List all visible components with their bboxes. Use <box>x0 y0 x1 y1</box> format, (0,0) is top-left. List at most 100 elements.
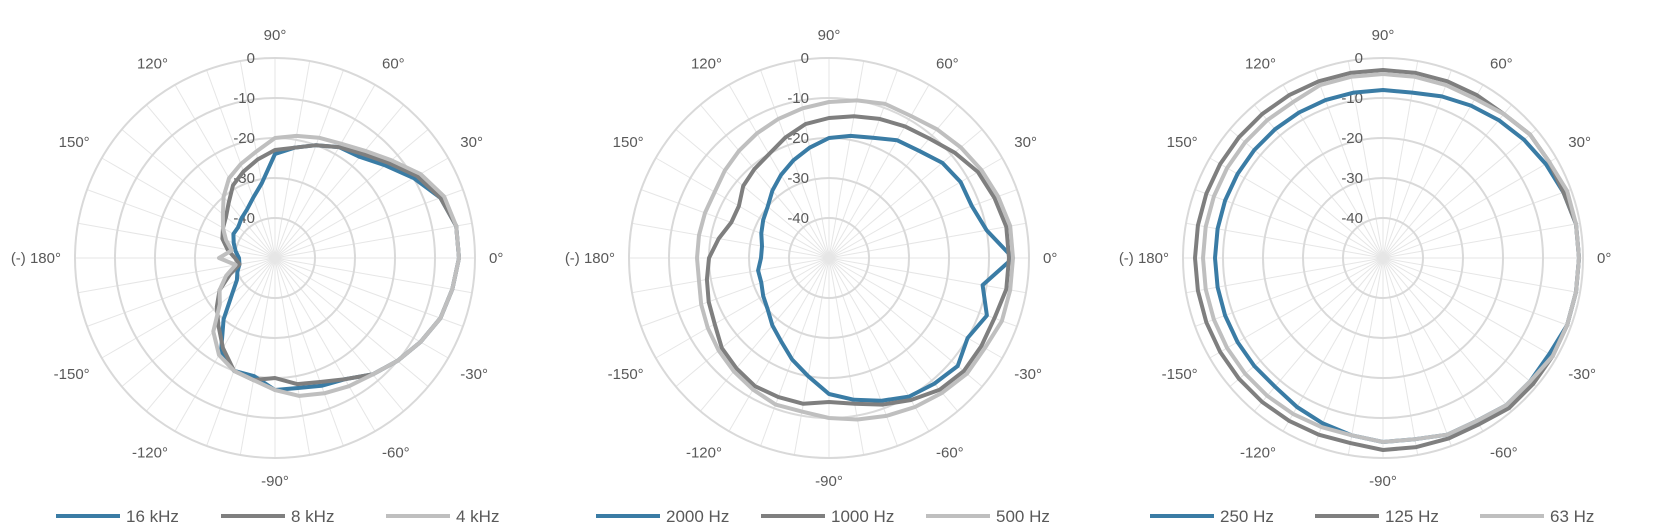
grid-spoke <box>828 257 1027 294</box>
grid-spoke <box>1382 257 1557 359</box>
legend-label: 8 kHz <box>291 507 334 526</box>
angle-label: 30° <box>1568 134 1591 151</box>
angle-label: 120° <box>1245 56 1276 73</box>
grid-spoke <box>121 129 276 259</box>
angle-label: (-) 180° <box>565 250 615 267</box>
grid-ring <box>1222 97 1544 419</box>
angle-label: 60° <box>382 56 405 73</box>
angle-label: 0° <box>1597 250 1611 267</box>
grid-spoke <box>828 257 865 456</box>
angle-label: 0° <box>1043 250 1057 267</box>
series-line-2 <box>704 114 1011 407</box>
series-line-3 <box>695 98 1015 422</box>
grid-spoke <box>640 257 830 327</box>
legend-label: 63 Hz <box>1550 507 1594 526</box>
angle-label: -90° <box>261 473 289 490</box>
ring-label: -20 <box>1341 130 1363 147</box>
angle-label: -30° <box>1014 366 1042 383</box>
legend: 250 Hz 125 Hz 63 Hz <box>1150 507 1594 526</box>
grid-spoke <box>274 257 464 327</box>
grid-spoke <box>700 257 830 412</box>
grid-spoke <box>77 222 276 259</box>
grid-spoke <box>1382 257 1452 447</box>
legend-label: 1000 Hz <box>831 507 894 526</box>
angle-label: 0° <box>489 250 503 267</box>
angle-label: -120° <box>132 444 168 461</box>
grid-spoke <box>174 257 276 432</box>
grid-ring <box>1302 177 1464 339</box>
angle-label: 120° <box>137 56 168 73</box>
series-line-1 <box>756 133 1015 403</box>
grid-spoke <box>828 257 930 432</box>
grid-spoke <box>1382 157 1557 259</box>
angle-label: 120° <box>691 56 722 73</box>
grid-spoke <box>1282 257 1384 432</box>
grid-spoke <box>760 69 830 259</box>
legend-label: 2000 Hz <box>666 507 729 526</box>
angle-label: 30° <box>460 134 483 151</box>
series-line-3 <box>211 133 461 398</box>
grid-spoke <box>828 84 930 259</box>
grid-spoke <box>1382 104 1512 259</box>
grid-spoke <box>274 60 311 259</box>
grid-spoke <box>1382 189 1572 259</box>
grid-ring <box>1342 217 1424 299</box>
angle-label: -60° <box>382 444 410 461</box>
ring-label: -30 <box>1341 170 1363 187</box>
grid-spoke <box>700 104 830 259</box>
grid-spoke <box>274 257 404 412</box>
legend: 16 kHz 8 kHz 4 kHz <box>56 507 499 526</box>
grid-spoke <box>828 129 983 259</box>
grid-spoke <box>274 189 464 259</box>
grid-spoke <box>728 257 830 432</box>
grid-spoke <box>101 257 276 359</box>
legend-label: 125 Hz <box>1385 507 1439 526</box>
grid-spoke <box>1382 257 1419 456</box>
grid-spoke <box>640 189 830 259</box>
grid-spoke <box>828 222 1027 259</box>
grid-spoke <box>728 84 830 259</box>
angle-label: -150° <box>54 366 90 383</box>
grid-spoke <box>793 60 830 259</box>
grid-spoke <box>274 129 429 259</box>
grid-spoke <box>828 189 1018 259</box>
grid-spoke <box>655 257 830 359</box>
grid-spoke <box>86 189 276 259</box>
ring-label: 0 <box>1355 50 1363 67</box>
grid-spoke <box>239 257 276 456</box>
grid-spoke <box>1382 257 1484 432</box>
grid-spoke <box>631 257 830 294</box>
grid-spoke <box>1382 257 1537 387</box>
grid-spoke <box>121 257 276 387</box>
angle-label: -30° <box>1568 366 1596 383</box>
angle-label: 60° <box>1490 56 1513 73</box>
ring-label: -10 <box>233 90 255 107</box>
grid-spoke <box>793 257 830 456</box>
grid-ring <box>788 217 870 299</box>
ring-label: -40 <box>1341 210 1363 227</box>
grid-ring <box>628 57 1030 459</box>
grid-spoke <box>675 257 830 387</box>
angle-label: -150° <box>1162 366 1198 383</box>
angle-label: 90° <box>264 27 287 44</box>
grid-spoke <box>828 257 1003 359</box>
polar-chart-3: 0-10-20-30-400°30°60°90°120°150°(-) 180°… <box>1119 27 1612 526</box>
ring-label: -20 <box>233 130 255 147</box>
grid-spoke <box>1382 84 1484 259</box>
ring-label: -10 <box>787 90 809 107</box>
legend: 2000 Hz 1000 Hz 500 Hz <box>596 507 1050 526</box>
angle-label: -150° <box>608 366 644 383</box>
angle-label: 90° <box>1372 27 1395 44</box>
angle-label: 30° <box>1014 134 1037 151</box>
grid-spoke <box>1382 69 1452 259</box>
grid-spoke <box>1382 222 1581 259</box>
angle-label: -120° <box>686 444 722 461</box>
grid-spoke <box>1347 257 1384 456</box>
angle-label: 60° <box>936 56 959 73</box>
grid-ring <box>1262 137 1504 379</box>
angle-label: -90° <box>1369 473 1397 490</box>
grid-ring <box>1182 57 1584 459</box>
grid-spoke <box>274 257 429 387</box>
grid-spoke <box>146 104 276 259</box>
